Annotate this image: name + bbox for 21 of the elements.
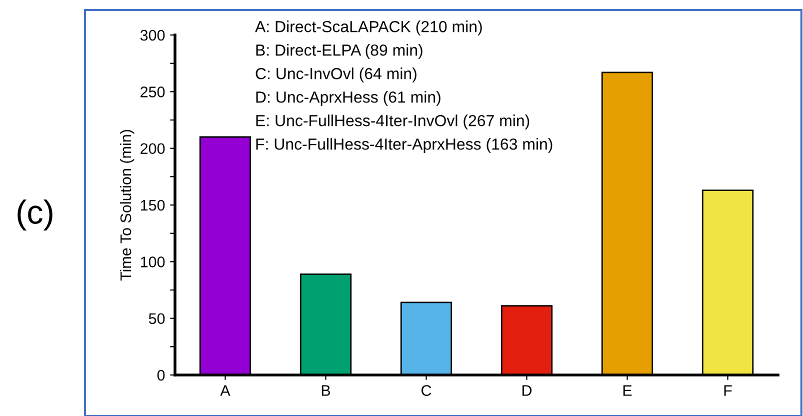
- y-tick-label: 250: [140, 86, 165, 98]
- annotation: F: Unc-FullHess-4Iter-AprxHess (163 min): [256, 138, 552, 153]
- y-tick-label: 0: [157, 370, 165, 381]
- x-tick-label: A: [220, 385, 230, 396]
- y-axis-title: Time To Solution (min): [120, 130, 134, 281]
- annotation: D: Unc-AprxHess (61 min): [256, 91, 440, 106]
- x-tick-label: D: [522, 385, 532, 396]
- y-tick-label: 150: [140, 200, 165, 211]
- y-tick-label: 50: [148, 313, 165, 324]
- annotation: C: Unc-InvOvl (64 min): [256, 68, 416, 82]
- x-tick-label: C: [422, 385, 432, 396]
- annotation: A: Direct-ScaLAPACK (210 min): [255, 20, 482, 36]
- annotation: B: Direct-ELPA (89 min): [256, 44, 422, 59]
- x-tick-label: E: [623, 385, 632, 396]
- x-tick-label: B: [322, 385, 330, 396]
- y-tick-label: 100: [140, 256, 165, 268]
- y-tick-label: 200: [140, 143, 165, 154]
- text: (c): [18, 199, 52, 231]
- x-tick-label: F: [724, 385, 732, 396]
- annotation: E: Unc-FullHess-4Iter-InvOvl (267 min): [256, 114, 530, 130]
- y-tick-label: 300: [140, 30, 165, 41]
